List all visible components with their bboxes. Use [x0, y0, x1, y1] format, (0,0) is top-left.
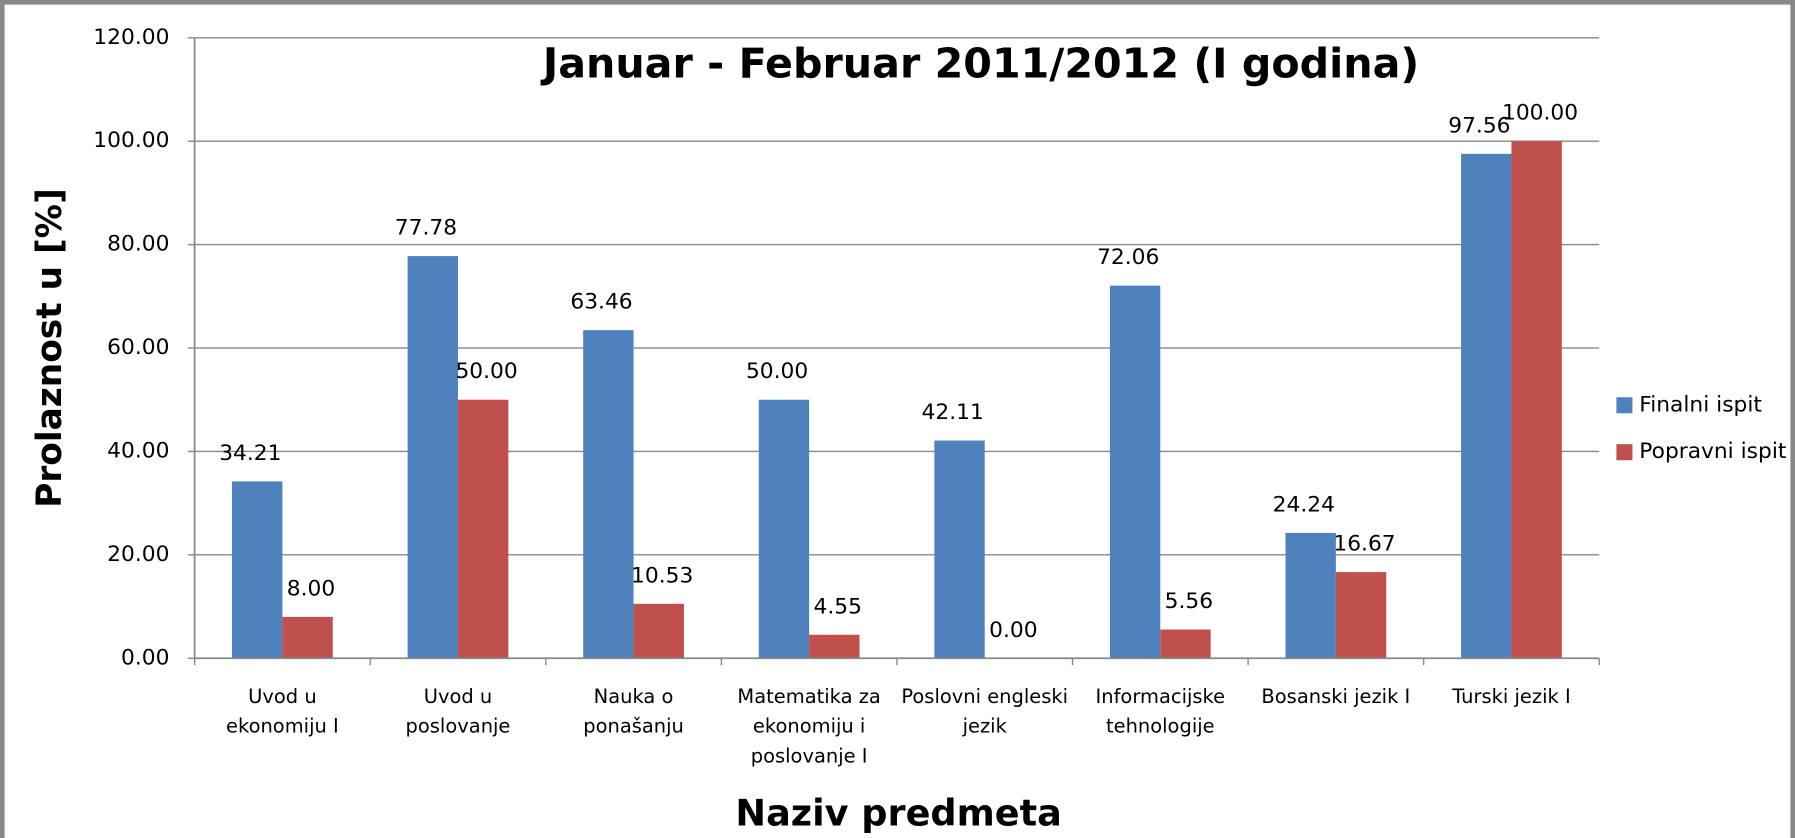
x-tick-label: Nauka o ponašanju [583, 685, 684, 739]
value-label: 8.00 [287, 576, 335, 601]
value-label: 0.00 [989, 618, 1037, 643]
y-tick-label: 0.00 [121, 645, 169, 670]
value-label: 34.21 [219, 441, 281, 466]
y-tick-label: 100.00 [93, 128, 169, 153]
bar [1160, 629, 1211, 659]
value-label: 24.24 [1273, 492, 1335, 517]
x-tick-label: Matematika za ekonomiju i poslovanje I [737, 685, 881, 769]
bar [1109, 285, 1161, 659]
bar [809, 634, 860, 659]
chart-title: Januar - Februar 2011/2012 (I godina) [540, 39, 1419, 87]
legend-swatch [1616, 397, 1633, 414]
x-tick-label: Turski jezik I [1452, 685, 1571, 709]
value-label: 100.00 [1502, 101, 1578, 126]
bar [407, 256, 458, 659]
y-tick-label: 60.00 [107, 335, 169, 360]
value-label: 97.56 [1448, 113, 1510, 138]
bar [1335, 572, 1387, 659]
bar [633, 603, 684, 659]
value-label: 42.11 [922, 400, 984, 425]
legend-swatch [1616, 444, 1633, 461]
value-label: 4.55 [814, 594, 862, 619]
value-label: 72.06 [1097, 245, 1159, 270]
bar [1511, 141, 1562, 659]
value-label: 5.56 [1165, 589, 1213, 614]
x-tick-label: Informacijske tehnologije [1095, 685, 1226, 739]
bar [583, 330, 634, 659]
legend-label: Finalni ispit [1639, 392, 1762, 417]
value-label: 50.00 [455, 359, 517, 384]
bar [758, 399, 810, 659]
bar [457, 399, 509, 659]
bar [282, 616, 333, 659]
value-label: 50.00 [746, 359, 808, 384]
value-label: 63.46 [570, 290, 632, 315]
value-label: 10.53 [631, 563, 693, 588]
y-tick-label: 120.00 [93, 25, 169, 50]
legend-label: Popravni ispit [1639, 439, 1786, 464]
x-axis-title: Naziv predmeta [735, 792, 1061, 835]
bar [1285, 532, 1336, 659]
y-axis-title: Prolaznost u [%] [30, 188, 70, 508]
x-tick-label: Poslovni engleski jezik [901, 685, 1069, 739]
bar [232, 481, 283, 659]
value-label: 77.78 [395, 216, 457, 241]
x-tick-label: Bosanski jezik I [1261, 685, 1411, 709]
value-label: 16.67 [1333, 532, 1395, 557]
y-tick-label: 40.00 [107, 438, 169, 463]
x-tick-label: Uvod u ekonomiju I [226, 685, 339, 739]
bar [1461, 153, 1512, 659]
bar [934, 440, 985, 659]
y-tick-label: 20.00 [107, 542, 169, 567]
y-tick-label: 80.00 [107, 232, 169, 257]
x-tick-label: Uvod u poslovanje [405, 685, 511, 739]
